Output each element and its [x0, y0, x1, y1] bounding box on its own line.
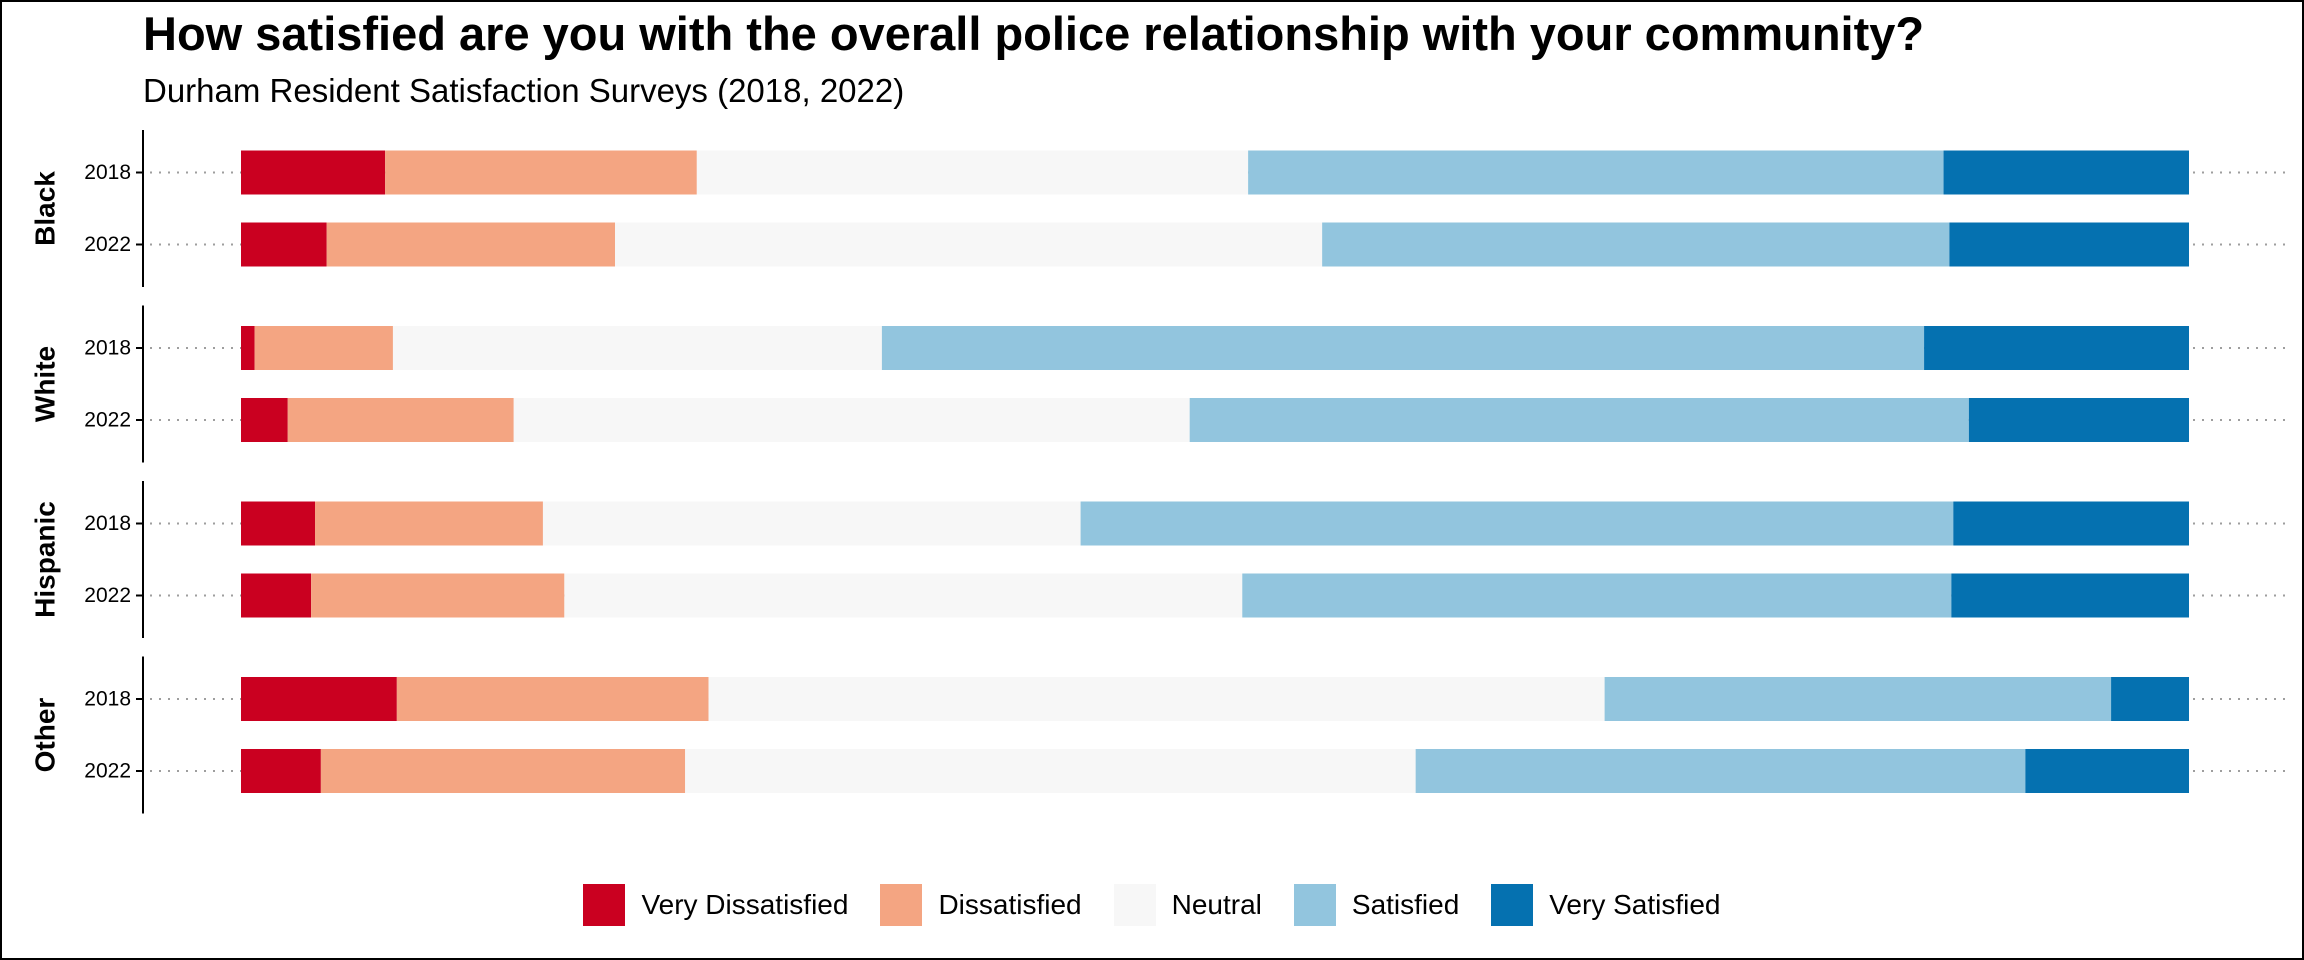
legend-key-dissatisfied [880, 884, 923, 926]
bar-segment-white-2022-very-dissatisfied [241, 398, 288, 442]
year-label-hispanic-2022: 2022 [84, 584, 131, 607]
chart-title: How satisfied are you with the overall p… [143, 7, 1925, 60]
bar-segment-white-2022-very-satisfied [1968, 398, 2189, 442]
legend-label-satisfied: Satisfied [1351, 889, 1460, 920]
bar-segment-black-2018-neutral [696, 150, 1249, 195]
bar-segment-hispanic-2018-very-satisfied [1953, 501, 2189, 546]
bar-segment-black-2022-neutral [615, 222, 1323, 267]
legend-label-very-dissatisfied: Very Dissatisfied [641, 889, 849, 920]
legend-item-very-dissatisfied: Very Dissatisfied [583, 884, 848, 926]
legend-key-very-dissatisfied [583, 884, 626, 926]
year-label-white-2022: 2022 [84, 409, 131, 432]
bar-segment-hispanic-2022-satisfied [1242, 573, 1952, 618]
bar-segment-other-2022-dissatisfied [320, 749, 686, 793]
bar-segment-white-2018-very-satisfied [1924, 326, 2189, 370]
legend-item-very-satisfied: Very Satisfied [1491, 884, 1721, 926]
bar-segment-white-2022-satisfied [1189, 398, 1969, 442]
legend-label-neutral: Neutral [1171, 889, 1262, 920]
year-label-black-2018: 2018 [84, 161, 131, 184]
bar-segment-black-2018-very-dissatisfied [241, 150, 386, 195]
bar-segment-hispanic-2022-neutral [564, 573, 1243, 618]
group-label-hispanic: Hispanic [30, 501, 61, 618]
bar-segment-other-2018-neutral [708, 677, 1605, 721]
bar-segment-hispanic-2022-dissatisfied [311, 573, 565, 618]
bar-segment-hispanic-2018-satisfied [1080, 501, 1954, 546]
bar-segment-other-2022-very-dissatisfied [241, 749, 321, 793]
legend-label-very-satisfied: Very Satisfied [1549, 889, 1721, 920]
bar-segment-white-2018-dissatisfied [254, 326, 393, 370]
legend-item-satisfied: Satisfied [1293, 884, 1460, 926]
year-label-other-2018: 2018 [84, 688, 131, 711]
bar-segment-other-2018-very-satisfied [2111, 677, 2189, 721]
year-label-other-2022: 2022 [84, 760, 131, 783]
bar-segment-black-2018-dissatisfied [385, 150, 697, 195]
bar-segment-hispanic-2022-very-satisfied [1951, 573, 2189, 618]
bar-segment-white-2018-neutral [392, 326, 882, 370]
bar-segment-white-2022-dissatisfied [287, 398, 514, 442]
legend: Very Dissatisfied Dissatisfied Neutral Sati… [0, 880, 2304, 930]
legend-key-neutral [1113, 884, 1156, 926]
bar-segment-other-2022-satisfied [1415, 749, 2026, 793]
bar-segment-black-2018-satisfied [1248, 150, 1944, 195]
legend-label-dissatisfied: Dissatisfied [938, 889, 1082, 920]
group-label-black: Black [30, 171, 61, 246]
legend-item-neutral: Neutral [1113, 884, 1262, 926]
group-label-white: White [30, 346, 61, 422]
bar-segment-hispanic-2018-dissatisfied [315, 501, 543, 546]
bar-segment-white-2022-neutral [513, 398, 1190, 442]
year-label-black-2022: 2022 [84, 233, 131, 256]
legend-key-very-satisfied [1491, 884, 1534, 926]
bar-segment-black-2022-satisfied [1322, 222, 1950, 267]
group-label-other: Other [30, 698, 61, 773]
bar-segment-other-2018-dissatisfied [396, 677, 709, 721]
year-label-white-2018: 2018 [84, 337, 131, 360]
legend-item-dissatisfied: Dissatisfied [880, 884, 1082, 926]
bar-segment-white-2018-satisfied [881, 326, 1925, 370]
bar-segment-black-2018-very-satisfied [1943, 150, 2189, 195]
bar-segment-other-2018-very-dissatisfied [241, 677, 397, 721]
bar-segment-hispanic-2022-very-dissatisfied [241, 573, 312, 618]
bar-segment-black-2022-very-satisfied [1949, 222, 2189, 267]
bar-segment-black-2022-dissatisfied [326, 222, 616, 267]
bar-segment-other-2022-neutral [685, 749, 1416, 793]
bar-segment-hispanic-2018-neutral [542, 501, 1081, 546]
bar-segment-white-2018-very-dissatisfied [241, 326, 255, 370]
legend-key-satisfied [1293, 884, 1336, 926]
bar-segment-hispanic-2018-very-dissatisfied [241, 501, 316, 546]
bar-segment-black-2022-very-dissatisfied [241, 222, 327, 267]
bar-segment-other-2022-very-satisfied [2025, 749, 2189, 793]
bar-segment-other-2018-satisfied [1604, 677, 2112, 721]
year-label-hispanic-2018: 2018 [84, 512, 131, 535]
chart-subtitle: Durham Resident Satisfaction Surveys (20… [143, 72, 905, 109]
